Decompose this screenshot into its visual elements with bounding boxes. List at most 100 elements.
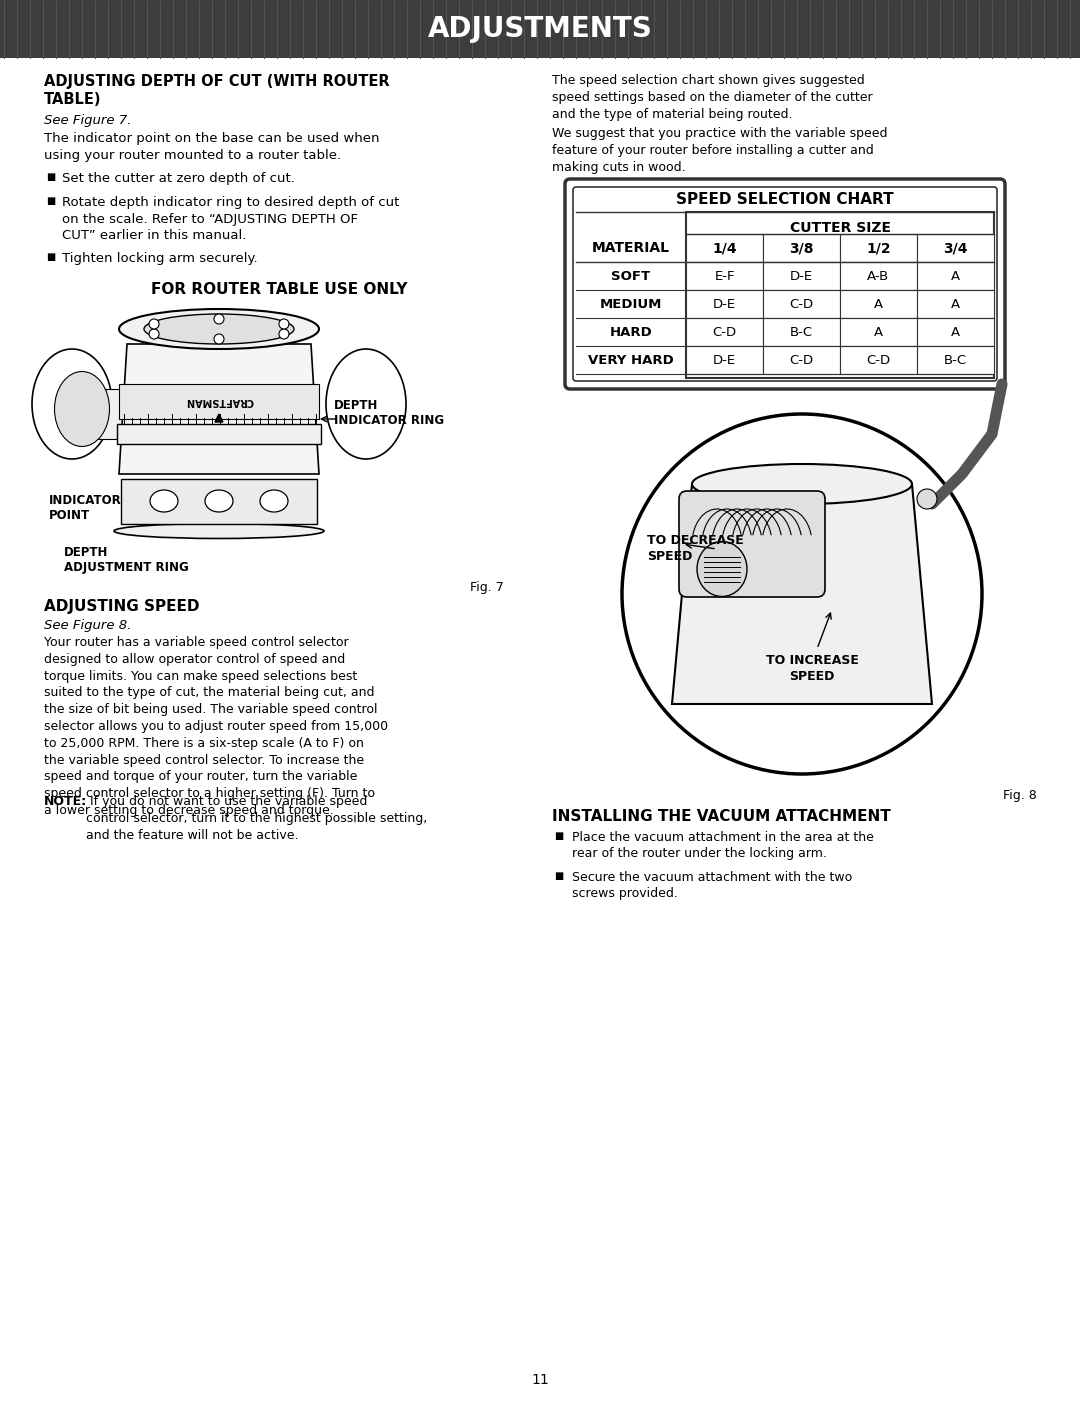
Text: ■: ■ <box>46 252 55 262</box>
Text: 3/4: 3/4 <box>943 241 968 255</box>
Bar <box>917 346 994 374</box>
Ellipse shape <box>144 314 294 343</box>
Text: TO INCREASE
SPEED: TO INCREASE SPEED <box>766 653 859 683</box>
FancyBboxPatch shape <box>565 179 1005 388</box>
Text: 11: 11 <box>531 1373 549 1387</box>
Text: DEPTH
ADJUSTMENT RING: DEPTH ADJUSTMENT RING <box>64 545 189 573</box>
Text: See Figure 8.: See Figure 8. <box>44 620 132 632</box>
Ellipse shape <box>205 491 233 512</box>
Text: ADJUSTMENTS: ADJUSTMENTS <box>428 15 652 43</box>
Bar <box>0 0 1080 57</box>
Bar <box>686 346 762 374</box>
Text: D-E: D-E <box>789 269 813 282</box>
Ellipse shape <box>119 308 319 349</box>
Text: INDICATOR
POINT: INDICATOR POINT <box>49 494 122 522</box>
Ellipse shape <box>32 349 112 458</box>
Circle shape <box>279 320 289 329</box>
Circle shape <box>917 489 937 509</box>
Circle shape <box>622 414 982 774</box>
Bar <box>840 346 917 374</box>
Bar <box>917 290 994 318</box>
Text: B-C: B-C <box>944 353 967 366</box>
Circle shape <box>149 329 159 339</box>
Text: D-E: D-E <box>713 353 737 366</box>
Text: E-F: E-F <box>714 269 734 282</box>
Ellipse shape <box>150 491 178 512</box>
Text: DEPTH
INDICATOR RING: DEPTH INDICATOR RING <box>334 400 444 428</box>
Text: The indicator point on the base can be used when
using your router mounted to a : The indicator point on the base can be u… <box>44 132 379 163</box>
Text: The speed selection chart shown gives suggested
speed settings based on the diam: The speed selection chart shown gives su… <box>552 74 873 121</box>
Bar <box>762 262 840 290</box>
Text: ■: ■ <box>554 871 564 880</box>
Bar <box>840 290 917 318</box>
Text: If you do not want to use the variable speed
control selector, turn it to the hi: If you do not want to use the variable s… <box>86 795 428 841</box>
Text: TO DECREASE
SPEED: TO DECREASE SPEED <box>647 534 744 564</box>
Text: C-D: C-D <box>789 353 813 366</box>
Text: A-B: A-B <box>867 269 890 282</box>
Bar <box>917 234 994 262</box>
Text: Rotate depth indicator ring to desired depth of cut
on the scale. Refer to “ADJU: Rotate depth indicator ring to desired d… <box>62 196 400 243</box>
Text: C-D: C-D <box>713 325 737 338</box>
Ellipse shape <box>54 372 109 446</box>
Text: MATERIAL: MATERIAL <box>592 241 670 255</box>
Text: A: A <box>874 297 883 310</box>
Text: ■: ■ <box>46 196 55 206</box>
Text: Set the cutter at zero depth of cut.: Set the cutter at zero depth of cut. <box>62 172 295 185</box>
Bar <box>686 212 994 379</box>
Text: B-C: B-C <box>789 325 813 338</box>
Text: A: A <box>950 297 960 310</box>
Text: Fig. 8: Fig. 8 <box>1003 789 1037 802</box>
Text: C-D: C-D <box>866 353 891 366</box>
Text: C-D: C-D <box>789 297 813 310</box>
Bar <box>686 262 762 290</box>
Text: 1/4: 1/4 <box>712 241 737 255</box>
Bar <box>840 318 917 346</box>
Text: A: A <box>950 269 960 282</box>
Text: HARD: HARD <box>609 325 652 338</box>
Bar <box>840 262 917 290</box>
Polygon shape <box>215 414 222 422</box>
Text: A: A <box>950 325 960 338</box>
FancyBboxPatch shape <box>679 491 825 597</box>
Ellipse shape <box>692 464 912 503</box>
Text: Tighten locking arm securely.: Tighten locking arm securely. <box>62 252 258 265</box>
Text: A: A <box>874 325 883 338</box>
Polygon shape <box>672 484 932 704</box>
Polygon shape <box>119 343 319 474</box>
Text: 3/8: 3/8 <box>789 241 813 255</box>
Circle shape <box>214 334 224 343</box>
Text: CUTTER SIZE: CUTTER SIZE <box>789 222 891 236</box>
Circle shape <box>214 314 224 324</box>
FancyBboxPatch shape <box>573 186 997 381</box>
Bar <box>840 234 917 262</box>
Text: MEDIUM: MEDIUM <box>599 297 662 310</box>
Ellipse shape <box>260 491 288 512</box>
Circle shape <box>279 329 289 339</box>
Bar <box>762 234 840 262</box>
Bar <box>762 318 840 346</box>
Text: ADJUSTING SPEED: ADJUSTING SPEED <box>44 599 200 614</box>
Bar <box>686 318 762 346</box>
Ellipse shape <box>697 541 747 596</box>
Bar <box>121 479 318 524</box>
Bar <box>762 290 840 318</box>
Text: ■: ■ <box>554 831 564 841</box>
Text: TABLE): TABLE) <box>44 93 102 107</box>
Bar <box>917 262 994 290</box>
Text: ■: ■ <box>46 172 55 182</box>
Bar <box>97 388 127 439</box>
Text: 1/2: 1/2 <box>866 241 891 255</box>
Text: SPEED SELECTION CHART: SPEED SELECTION CHART <box>676 192 894 207</box>
Text: Secure the vacuum attachment with the two
screws provided.: Secure the vacuum attachment with the tw… <box>572 871 852 900</box>
Ellipse shape <box>326 349 406 458</box>
Bar <box>119 384 319 419</box>
Text: D-E: D-E <box>713 297 737 310</box>
Ellipse shape <box>114 523 324 538</box>
Text: VERY HARD: VERY HARD <box>589 353 674 366</box>
Bar <box>686 290 762 318</box>
Bar <box>762 346 840 374</box>
Text: Fig. 7: Fig. 7 <box>470 580 504 594</box>
Bar <box>686 234 762 262</box>
Text: Place the vacuum attachment in the area at the
rear of the router under the lock: Place the vacuum attachment in the area … <box>572 831 874 861</box>
Text: CRAFTSMAN: CRAFTSMAN <box>185 395 253 407</box>
